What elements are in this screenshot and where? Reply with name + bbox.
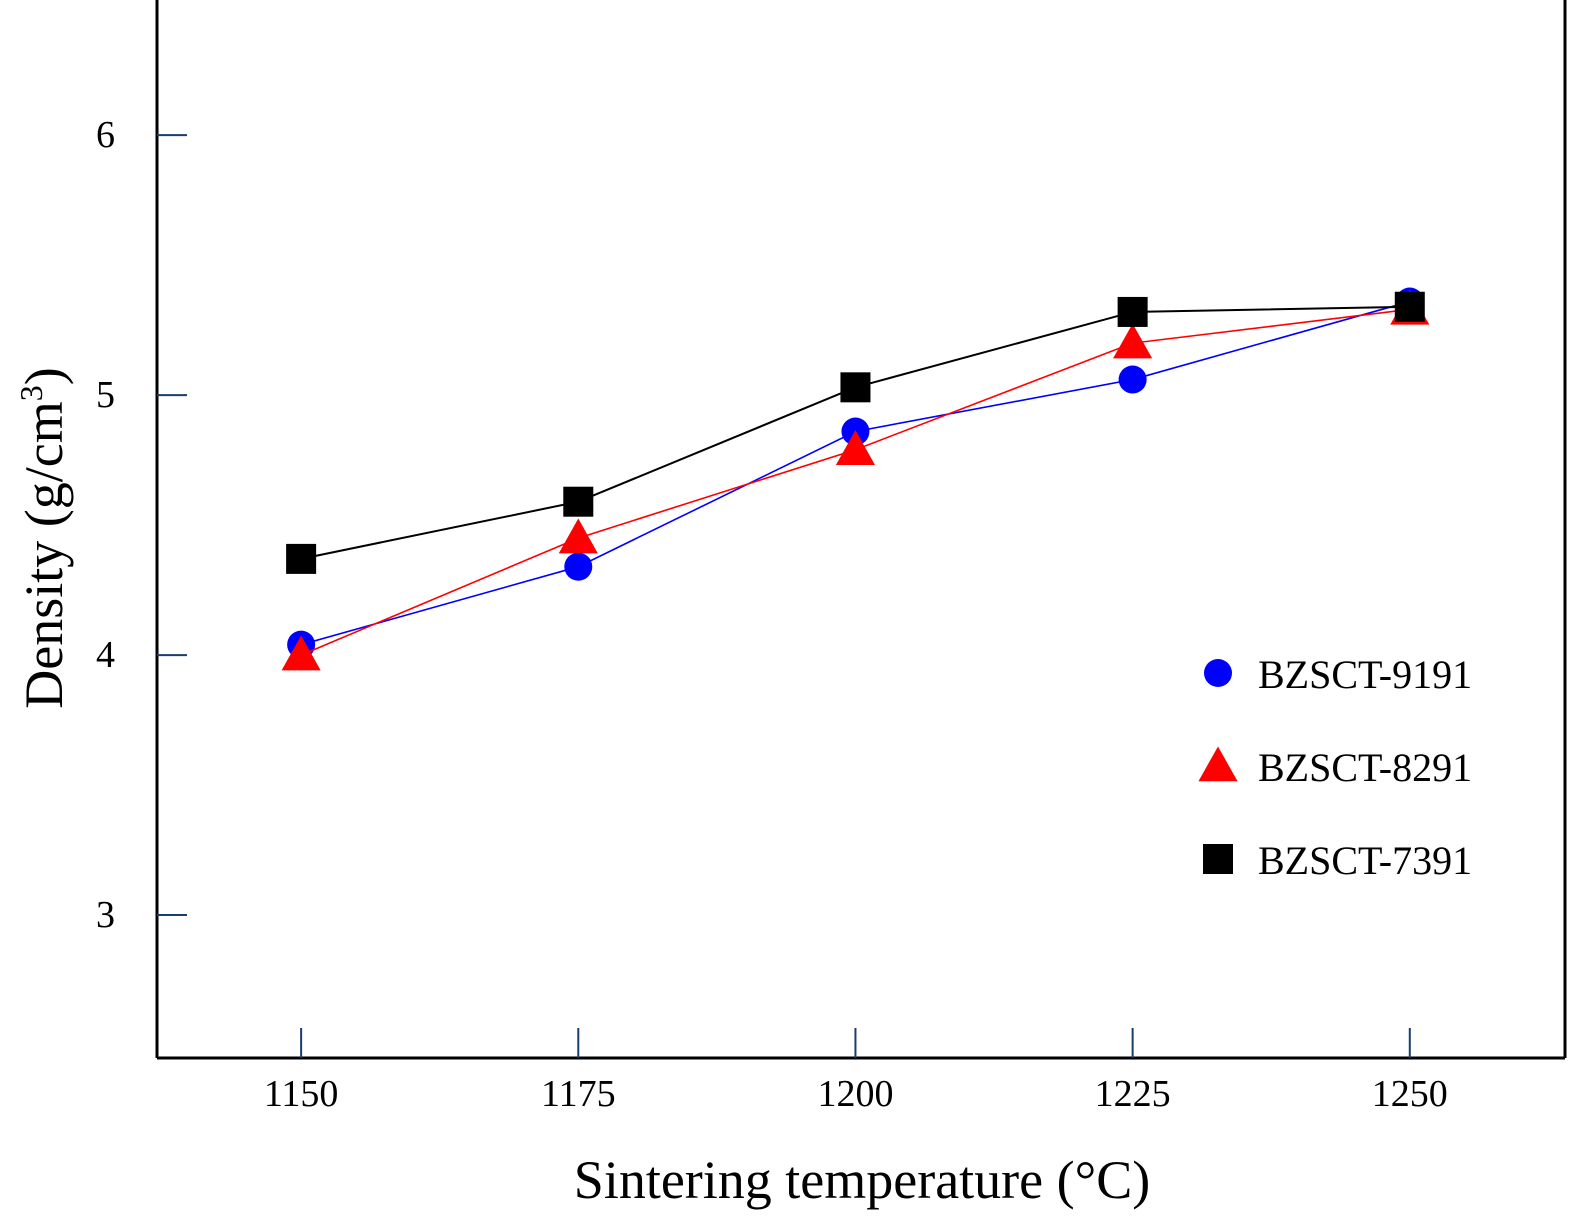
axes: 3 4 5 6 1150 1175 1200 1225 1250 [96, 0, 1567, 1115]
legend-item-BZSCT-9191: BZSCT-9191 [1204, 652, 1472, 697]
legend-label: BZSCT-7391 [1258, 838, 1472, 883]
y-axis-title-main: Density (g/cm [14, 401, 74, 708]
x-tick-label: 1250 [1372, 1073, 1448, 1115]
data-point-BZSCT-7391 [840, 372, 871, 403]
data-point-BZSCT-9191 [1118, 365, 1147, 394]
legend-label: BZSCT-9191 [1258, 652, 1472, 697]
legend: BZSCT-9191 BZSCT-8291 BZSCT-7391 [1198, 652, 1472, 883]
data-point-BZSCT-8291 [281, 635, 321, 671]
data-point-BZSCT-7391 [1117, 296, 1148, 327]
series-line-BZSCT-8291 [300, 308, 1410, 656]
x-tick-label: 1200 [817, 1073, 893, 1115]
y-tick-label: 5 [96, 374, 115, 416]
y-axis-title-superscript: 3 [13, 385, 49, 401]
legend-marker-BZSCT-8291 [1198, 746, 1238, 782]
series-line-BZSCT-9191 [300, 300, 1411, 646]
y-tick-label: 6 [96, 114, 115, 156]
data-point-BZSCT-7391 [286, 543, 317, 574]
data-point-BZSCT-8291 [835, 430, 876, 465]
data-point-BZSCT-8291 [1113, 323, 1153, 359]
x-tick-label: 1175 [541, 1073, 616, 1115]
y-axis-title-closing: ) [14, 367, 74, 385]
y-tick-label: 3 [96, 894, 115, 936]
x-axis-title: Sintering temperature (°C) [574, 1150, 1150, 1210]
legend-label: BZSCT-8291 [1258, 745, 1472, 790]
y-axis-title: Density (g/cm3) [13, 367, 74, 708]
data-point-BZSCT-7391 [563, 486, 594, 517]
data-point-BZSCT-9191 [564, 552, 593, 581]
series-BZSCT-9191 [287, 287, 1424, 659]
x-tick-label: 1225 [1095, 1073, 1171, 1115]
data-point-BZSCT-8291 [558, 518, 598, 554]
data-point-BZSCT-7391 [1394, 291, 1425, 322]
legend-marker-BZSCT-7391 [1203, 844, 1233, 874]
legend-item-BZSCT-8291: BZSCT-8291 [1198, 745, 1472, 790]
legend-item-BZSCT-7391: BZSCT-7391 [1203, 838, 1472, 883]
series-layer [281, 287, 1430, 671]
y-tick-label: 4 [96, 634, 115, 676]
legend-marker-BZSCT-9191 [1204, 659, 1232, 687]
series-BZSCT-7391 [286, 291, 1425, 574]
series-BZSCT-8291 [281, 289, 1430, 671]
x-tick-label: 1150 [264, 1073, 339, 1115]
